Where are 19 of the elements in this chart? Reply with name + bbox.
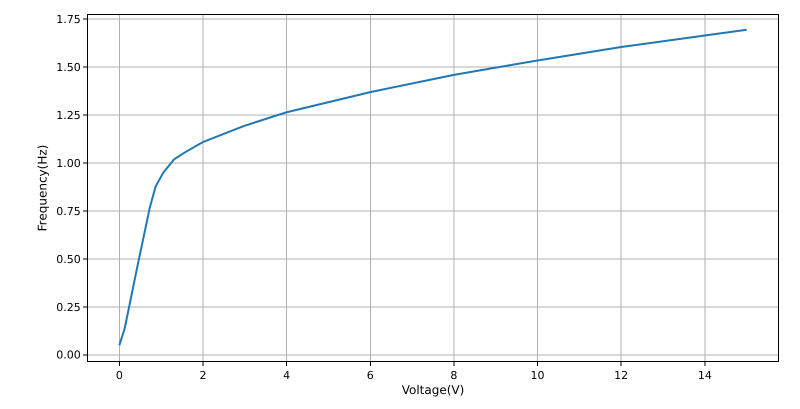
x-tick-label: 8: [450, 369, 458, 382]
line-series: [118, 28, 748, 346]
y-axis-title: Frequency(Hz): [36, 144, 50, 232]
y-tick-label: 0.00: [56, 348, 81, 362]
y-tick-label: 1.25: [56, 108, 81, 122]
x-tick-label: 12: [614, 369, 628, 382]
x-tick-label: 4: [283, 369, 290, 382]
x-tick-label: 10: [530, 369, 545, 382]
y-tick-label: 1.00: [56, 156, 81, 170]
x-tick-label: 0: [116, 369, 123, 382]
x-tick-label: 2: [200, 369, 206, 382]
x-tick-label: 14: [698, 369, 712, 382]
y-tick-label: 0.25: [56, 300, 81, 314]
y-tick-label: 1.75: [56, 13, 81, 26]
y-tick-label: 0.75: [56, 204, 81, 218]
x-tick-label: 6: [366, 369, 374, 382]
x-axis-title: Voltage(V): [402, 383, 464, 398]
y-tick-label: 1.50: [56, 61, 81, 74]
y-tick-label: 0.50: [56, 252, 81, 266]
